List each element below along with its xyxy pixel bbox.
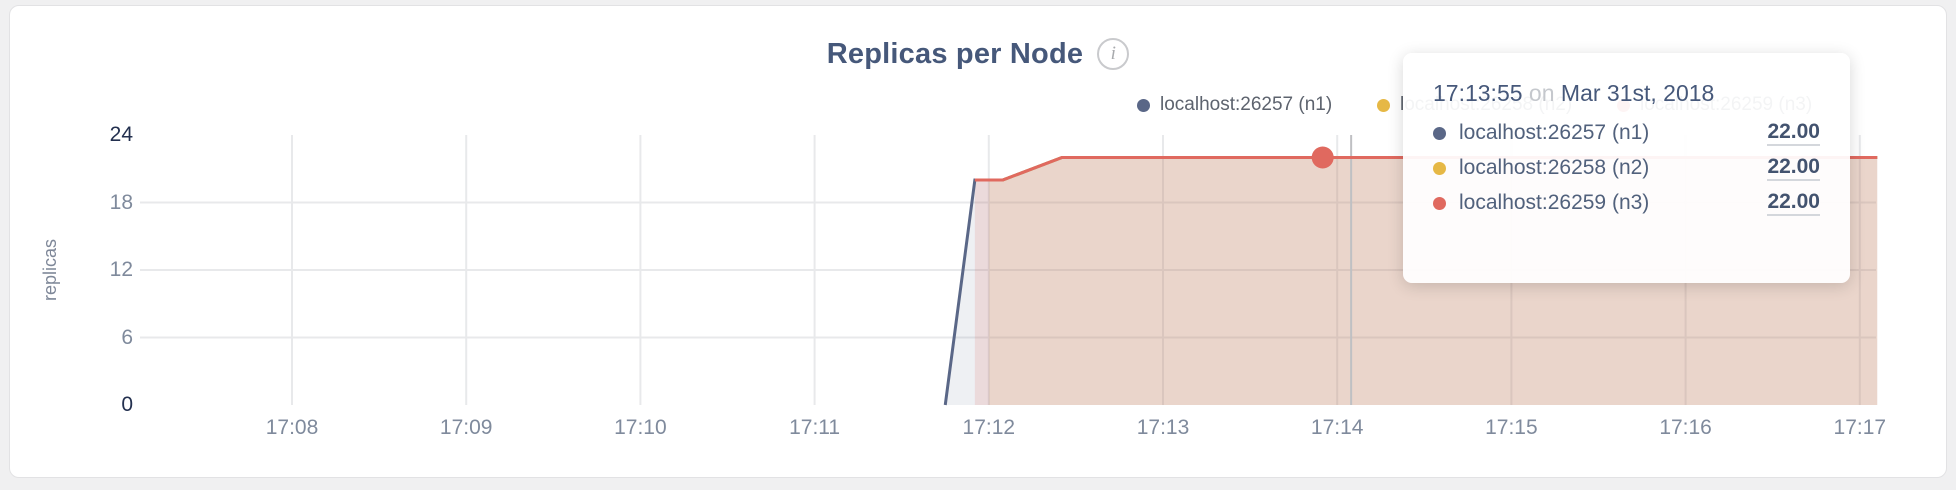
tooltip-row: localhost:26257 (n1) 22.00 bbox=[1433, 120, 1820, 147]
y-tick-label: 12 bbox=[109, 258, 133, 281]
tooltip-row: localhost:26259 (n3) 22.00 bbox=[1433, 190, 1820, 217]
x-tick-label: 17:11 bbox=[789, 416, 841, 439]
x-tick-label: 17:12 bbox=[962, 416, 1016, 439]
x-tick-label: 17:15 bbox=[1485, 416, 1538, 439]
tooltip-preposition: on bbox=[1528, 80, 1555, 106]
hover-tooltip: 17:13:55 on Mar 31st, 2018 localhost:262… bbox=[1403, 53, 1850, 283]
legend-dot-icon bbox=[1137, 98, 1150, 112]
y-tick-label: 0 bbox=[121, 393, 133, 416]
tooltip-series-name: localhost:26259 (n3) bbox=[1459, 191, 1650, 215]
x-tick-label: 17:13 bbox=[1136, 416, 1190, 439]
tooltip-row: localhost:26258 (n2) 22.00 bbox=[1433, 155, 1820, 182]
chart-header: Replicas per Node i bbox=[0, 36, 1956, 72]
x-tick-label: 17:17 bbox=[1833, 416, 1887, 439]
tooltip-series-value: 22.00 bbox=[1767, 120, 1820, 147]
tooltip-series-dot-icon bbox=[1433, 161, 1446, 175]
legend-dot-icon bbox=[1377, 98, 1390, 112]
legend-item[interactable]: localhost:26257 (n1) bbox=[1137, 94, 1332, 116]
tooltip-series-value: 22.00 bbox=[1767, 155, 1820, 182]
x-tick-label: 17:09 bbox=[439, 416, 493, 439]
y-tick-label: 6 bbox=[121, 325, 133, 349]
chart-title: Replicas per Node bbox=[826, 37, 1084, 70]
y-tick-label: 18 bbox=[109, 190, 133, 214]
tooltip-series-name: localhost:26258 (n2) bbox=[1459, 156, 1650, 180]
tooltip-series-name: localhost:26257 (n1) bbox=[1459, 121, 1650, 145]
y-tick-label: 24 bbox=[109, 123, 133, 146]
tooltip-date: Mar 31st, 2018 bbox=[1560, 80, 1715, 106]
tooltip-series-dot-icon bbox=[1433, 126, 1446, 140]
tooltip-series-dot-icon bbox=[1433, 196, 1446, 210]
tooltip-header: 17:13:55 on Mar 31st, 2018 bbox=[1433, 80, 1820, 107]
x-tick-label: 17:10 bbox=[614, 416, 667, 439]
tooltip-time: 17:13:55 bbox=[1433, 80, 1523, 106]
tooltip-rows: localhost:26257 (n1) 22.00 localhost:26258… bbox=[1433, 120, 1820, 217]
x-tick-label: 17:16 bbox=[1659, 416, 1712, 439]
tooltip-series-value: 22.00 bbox=[1767, 190, 1820, 217]
x-tick-label: 17:14 bbox=[1310, 416, 1364, 439]
legend-item-label: localhost:26257 (n1) bbox=[1160, 94, 1333, 115]
info-icon[interactable]: i bbox=[1097, 38, 1130, 70]
hover-marker[interactable] bbox=[1311, 146, 1334, 169]
x-tick-label: 17:08 bbox=[265, 416, 319, 439]
